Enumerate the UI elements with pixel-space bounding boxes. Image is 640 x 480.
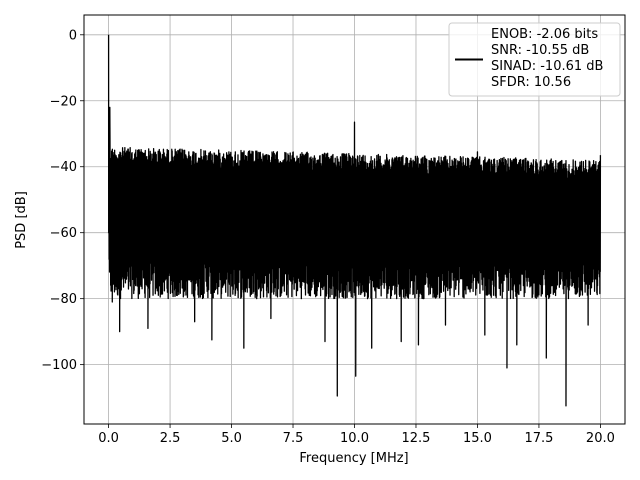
x-axis-label: Frequency [MHz] [299, 451, 408, 466]
x-tick-label: 5.0 [221, 431, 242, 446]
x-axis: 0.0 2.5 5.0 7.5 10.0 12.5 15.0 17.5 20.0 [98, 424, 615, 446]
x-tick-label: 12.5 [402, 431, 431, 446]
legend-box [448, 22, 621, 97]
x-tick-label: 20.0 [586, 431, 615, 446]
legend-line-snr: SNR: -10.55 dB [491, 43, 589, 58]
legend-line-enob: ENOB: -2.06 bits [491, 27, 598, 42]
y-tick-label: −80 [50, 292, 77, 307]
x-tick-label: 17.5 [524, 431, 553, 446]
y-tick-label: −60 [50, 226, 77, 241]
plot-area [107, 34, 602, 407]
legend: ENOB: -2.06 bits SNR: -10.55 dB SINAD: -… [448, 22, 621, 97]
x-tick-label: 10.0 [340, 431, 369, 446]
y-tick-label: −100 [41, 358, 77, 373]
legend-line-sfdr: SFDR: 10.56 [491, 75, 571, 90]
y-tick-label: −40 [50, 160, 77, 175]
x-tick-label: 0.0 [98, 431, 119, 446]
legend-line-sinad: SINAD: -10.61 dB [491, 59, 603, 74]
y-tick-label: −20 [50, 94, 77, 109]
y-axis-label: PSD [dB] [14, 191, 29, 249]
y-axis: 0 −20 −40 −60 −80 −100 [41, 28, 84, 373]
x-tick-label: 7.5 [283, 431, 304, 446]
y-tick-label: 0 [69, 28, 77, 43]
x-tick-label: 15.0 [463, 431, 492, 446]
x-tick-label: 2.5 [160, 431, 181, 446]
psd-series-line [107, 34, 602, 407]
